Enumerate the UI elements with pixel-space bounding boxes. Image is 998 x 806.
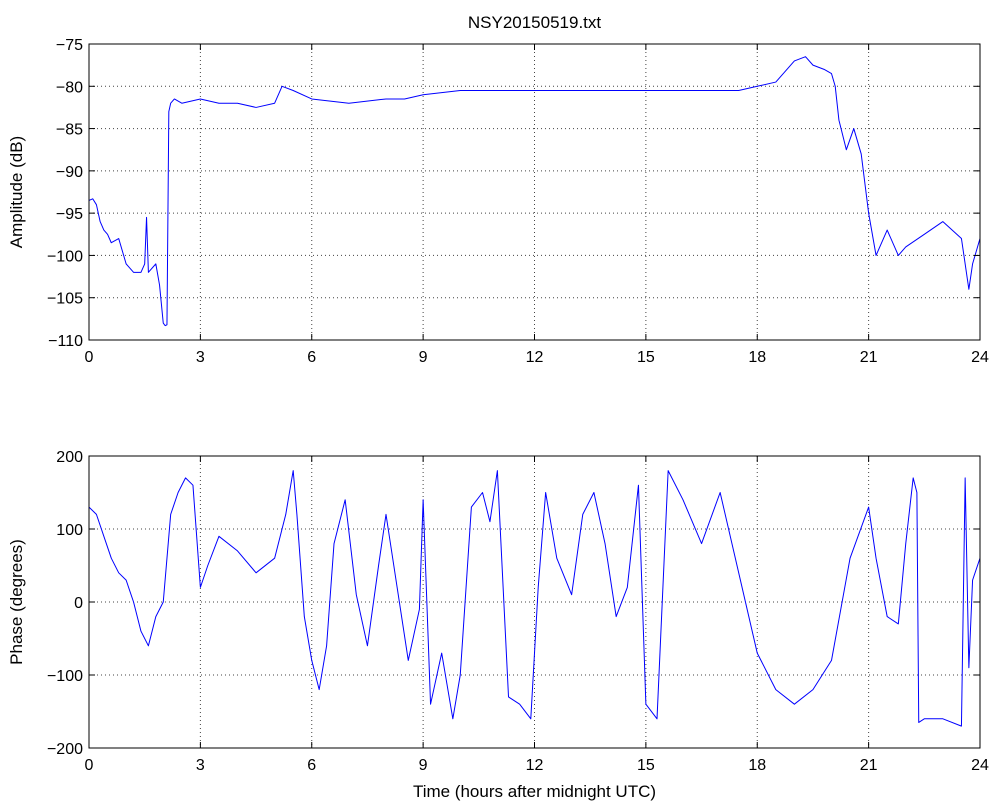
phase-yaxis-title: Phase (degrees)	[7, 539, 26, 665]
amplitude-ytick-label: −110	[48, 333, 83, 350]
amplitude-xtick-label: 12	[526, 349, 544, 366]
amplitude-ytick-label: −85	[56, 122, 83, 139]
amplitude-series-line	[88, 56, 981, 327]
phase-xtick-label: 6	[307, 757, 316, 774]
amplitude-ytick-label: −105	[47, 291, 83, 308]
amplitude-ytick-label: −100	[47, 248, 83, 265]
phase-xtick-label: 9	[419, 757, 428, 774]
amplitude-yaxis-title: Amplitude (dB)	[7, 136, 26, 248]
chart-title: NSY20150519.txt	[468, 13, 602, 32]
amplitude-xtick-label: 0	[85, 349, 94, 366]
amplitude-xtick-label: 3	[196, 349, 205, 366]
amplitude-xtick-label: 18	[748, 349, 766, 366]
amplitude-xtick-label: 9	[419, 349, 428, 366]
amplitude-ytick-label: −80	[56, 79, 83, 96]
phase-xaxis-title: Time (hours after midnight UTC)	[413, 782, 656, 801]
phase-ytick-label: 200	[56, 449, 83, 466]
amplitude-ytick-label: −95	[56, 206, 83, 223]
phase-ytick-label: 0	[74, 595, 83, 612]
phase-ytick-label: 100	[56, 522, 83, 539]
amplitude-xtick-label: 15	[637, 349, 655, 366]
phase-xtick-label: 24	[971, 757, 989, 774]
phase-xtick-label: 18	[748, 757, 766, 774]
phase-xtick-label: 0	[85, 757, 94, 774]
phase-xtick-label: 15	[637, 757, 655, 774]
phase-xtick-label: 12	[526, 757, 544, 774]
phase-plot: 0 3 6 9 12 15 18 21 24 200 100 0 −100 −200 Time (hours…	[7, 449, 989, 801]
amplitude-xtick-label: 6	[307, 349, 316, 366]
amplitude-xtick-label: 21	[860, 349, 878, 366]
amplitude-ytick-label: −75	[56, 37, 83, 54]
phase-ytick-label: −200	[47, 741, 83, 758]
amplitude-xtick-label: 24	[971, 349, 989, 366]
amplitude-ytick-label: −90	[56, 164, 83, 181]
phase-ytick-label: −100	[47, 668, 83, 685]
phase-xtick-label: 3	[196, 757, 205, 774]
phase-series-line	[88, 470, 981, 727]
amplitude-plot: 0 3 6 9 12 15 18 21 24 −75 −80 −85 −90 −95 −100 −105 −11…	[7, 13, 989, 366]
phase-xtick-label: 21	[860, 757, 878, 774]
